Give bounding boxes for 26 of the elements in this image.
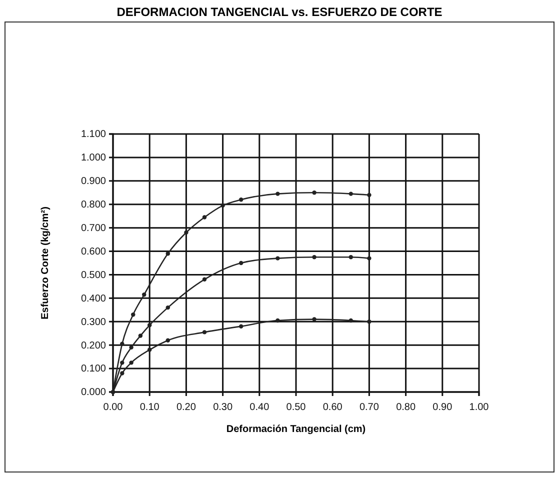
x-tick-label: 0.80 [396,402,416,413]
y-tick-label: 0.100 [80,364,106,375]
y-tick-label: 0.000 [80,387,106,398]
x-tick-label: 0.50 [286,402,306,413]
x-tick-label: 0.00 [103,402,124,413]
y-tick-label: 1.100 [80,129,106,140]
x-tick-label: 0.90 [432,402,453,413]
y-tick-label: 1.000 [80,152,106,164]
y-tick-label: 0.300 [80,316,106,328]
chart-title: DEFORMACION TANGENCIAL vs. ESFUERZO DE CORTE [116,5,442,19]
x-tick-label: 0.60 [322,402,343,413]
x-tick-label: 0.30 [213,402,233,413]
y-tick-label: 0.900 [80,176,106,188]
y-tick-label: 0.200 [80,340,106,352]
y-tick-label: 0.600 [80,246,106,258]
x-tick-label: 0.10 [140,402,160,413]
y-tick-label: 0.400 [80,293,106,304]
y-tick-label: 0.700 [80,223,106,234]
x-tick-label: 0.20 [176,402,196,413]
x-axis-title: Deformación Tangencial (cm) [226,424,366,435]
x-tick-label: 0.70 [359,402,380,413]
y-tick-label: 0.800 [80,200,106,211]
x-tick-label: 0.40 [250,402,270,413]
y-tick-label: 0.500 [80,270,106,281]
y-axis-title: Esfuerzo Corte (kg/cm²) [40,206,51,320]
x-tick-label: 1.00 [469,402,490,413]
